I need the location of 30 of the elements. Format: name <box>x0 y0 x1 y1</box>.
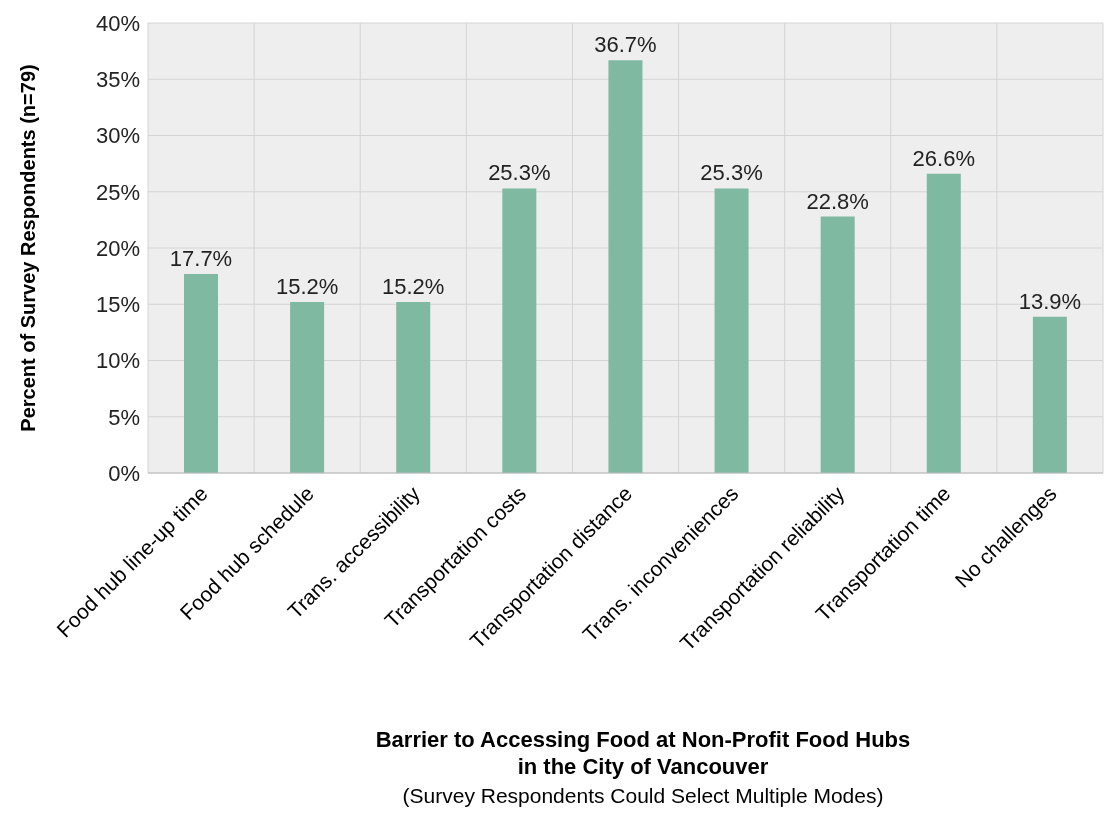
y-tick-label: 20% <box>95 235 140 261</box>
data-label: 25.3% <box>700 160 763 186</box>
bar <box>820 216 855 473</box>
data-label: 26.6% <box>912 145 975 171</box>
data-label: 17.7% <box>169 245 233 271</box>
y-tick-label: 40% <box>95 10 140 36</box>
y-tick-label: 0% <box>108 460 140 486</box>
y-tick-label: 30% <box>95 123 140 149</box>
data-label: 13.9% <box>1018 288 1082 314</box>
bar <box>1032 316 1067 473</box>
bar <box>714 188 749 473</box>
bar <box>502 188 537 473</box>
bar <box>290 302 325 473</box>
y-tick-label: 25% <box>95 179 140 205</box>
y-tick-label: 10% <box>95 348 140 374</box>
text: (Survey Respondents Could Select Multiple Modes) <box>401 783 885 809</box>
y-tick-label: 35% <box>95 67 140 93</box>
y-axis-title: Percent of Survey Respondents (n=79) <box>17 64 40 432</box>
y-tick-label: 15% <box>95 292 140 318</box>
bar <box>608 60 643 473</box>
y-tick-label: 5% <box>108 404 140 430</box>
data-label: 15.2% <box>275 274 339 299</box>
data-label: 25.3% <box>488 160 551 186</box>
x-axis-title: Barrier to Accessing Food at Non-Profit Food Hubs in the City of Vancouver <box>374 726 912 780</box>
data-label: 36.7% <box>594 32 657 58</box>
data-label: 15.2% <box>382 274 445 299</box>
bar <box>926 173 961 473</box>
bar <box>184 273 218 473</box>
data-label: 22.8% <box>806 188 869 214</box>
bar <box>396 302 431 473</box>
